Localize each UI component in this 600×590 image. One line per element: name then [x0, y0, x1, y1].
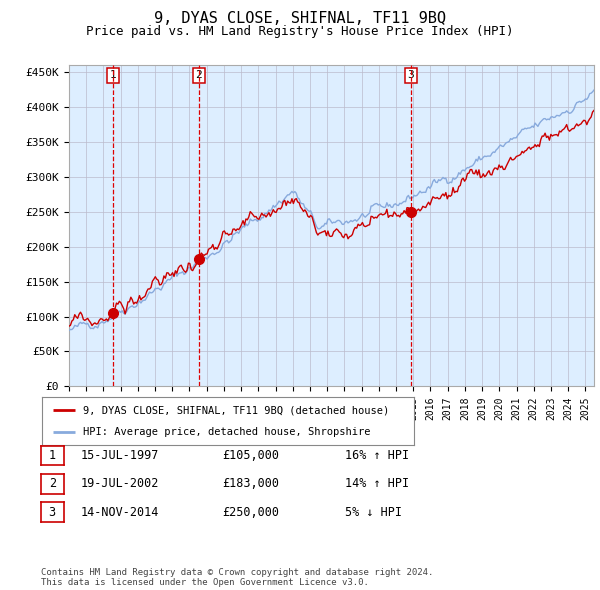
Text: 3: 3 — [49, 506, 56, 519]
Text: 1: 1 — [109, 70, 116, 80]
Text: 2: 2 — [49, 477, 56, 490]
Text: 14-NOV-2014: 14-NOV-2014 — [81, 506, 160, 519]
Text: Contains HM Land Registry data © Crown copyright and database right 2024.
This d: Contains HM Land Registry data © Crown c… — [41, 568, 433, 587]
Text: Price paid vs. HM Land Registry's House Price Index (HPI): Price paid vs. HM Land Registry's House … — [86, 25, 514, 38]
Text: £250,000: £250,000 — [222, 506, 279, 519]
Text: HPI: Average price, detached house, Shropshire: HPI: Average price, detached house, Shro… — [83, 427, 370, 437]
Text: 3: 3 — [407, 70, 415, 80]
Text: 9, DYAS CLOSE, SHIFNAL, TF11 9BQ: 9, DYAS CLOSE, SHIFNAL, TF11 9BQ — [154, 11, 446, 25]
Text: 1: 1 — [49, 449, 56, 462]
Text: 19-JUL-2002: 19-JUL-2002 — [81, 477, 160, 490]
Text: 2: 2 — [196, 70, 202, 80]
Text: 5% ↓ HPI: 5% ↓ HPI — [345, 506, 402, 519]
Text: £183,000: £183,000 — [222, 477, 279, 490]
Text: 16% ↑ HPI: 16% ↑ HPI — [345, 449, 409, 462]
Text: £105,000: £105,000 — [222, 449, 279, 462]
Text: 15-JUL-1997: 15-JUL-1997 — [81, 449, 160, 462]
Text: 14% ↑ HPI: 14% ↑ HPI — [345, 477, 409, 490]
Text: 9, DYAS CLOSE, SHIFNAL, TF11 9BQ (detached house): 9, DYAS CLOSE, SHIFNAL, TF11 9BQ (detach… — [83, 405, 389, 415]
